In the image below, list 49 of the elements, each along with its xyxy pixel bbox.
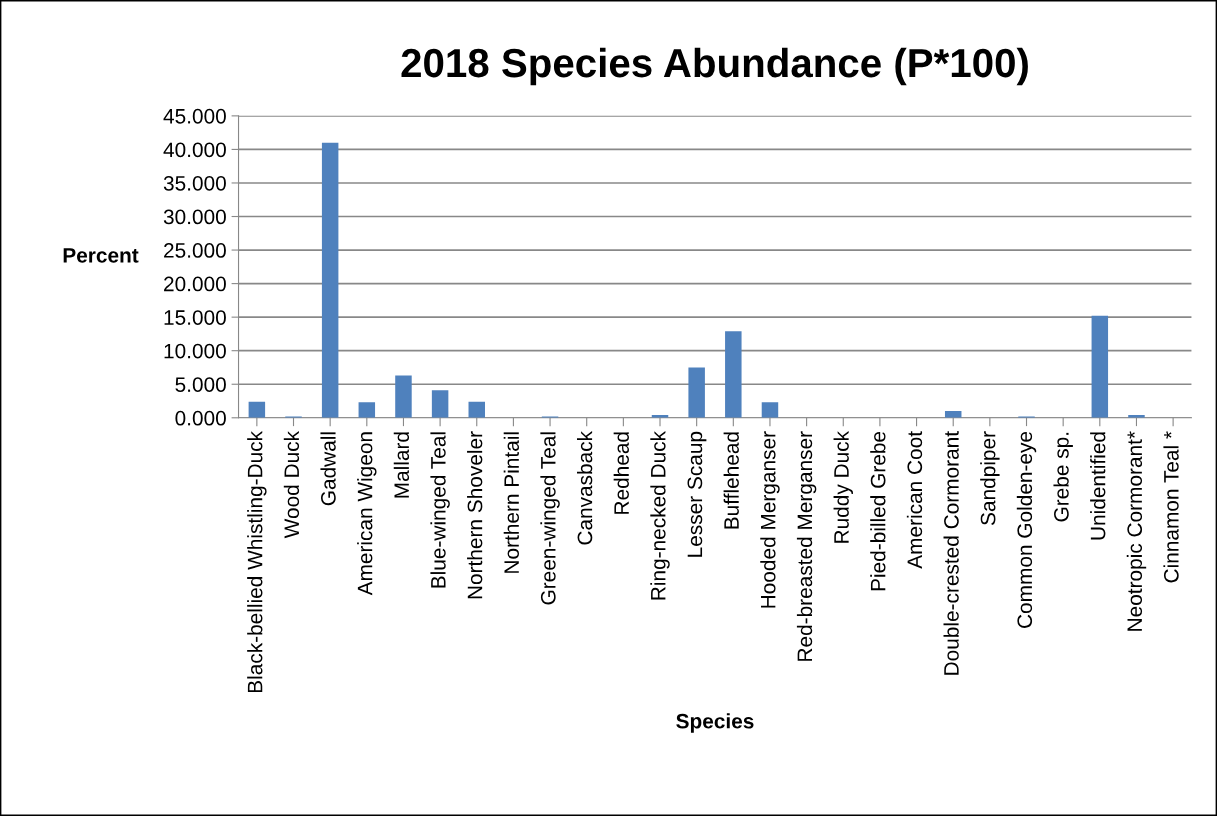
x-tick-label: American Coot bbox=[906, 431, 923, 569]
x-tick-label: Green-winged Teal bbox=[540, 432, 560, 605]
y-tick-label: 40.000 bbox=[163, 142, 226, 158]
y-tick-label: 35.000 bbox=[163, 175, 226, 191]
x-tick-label: Sandpiper bbox=[980, 431, 1000, 526]
x-tick-label: Gadwall bbox=[320, 432, 336, 506]
bar bbox=[761, 402, 779, 418]
bar bbox=[321, 142, 339, 418]
x-tick-label: Ring-necked Duck bbox=[650, 430, 670, 600]
y-tick-label: 10.000 bbox=[164, 343, 226, 359]
x-tick-label: Hooded Merganser bbox=[760, 431, 780, 608]
bar bbox=[395, 375, 412, 418]
y-tick-label: 15.000 bbox=[164, 310, 226, 325]
x-tick-label: Mallard bbox=[393, 432, 410, 498]
bar bbox=[725, 331, 742, 418]
x-tick-label: Red-breasted Merganser bbox=[796, 431, 817, 661]
x-axis-title: Species bbox=[676, 713, 754, 733]
y-axis-title: Percent bbox=[63, 248, 139, 263]
y-tick-label: 45.000 bbox=[163, 108, 226, 124]
y-tick-label: 0.000 bbox=[175, 410, 226, 426]
x-tick-label: Grebe sp. bbox=[1053, 432, 1073, 522]
x-tick-label: Unidentified bbox=[1090, 432, 1106, 540]
x-tick-label: Bufflehead bbox=[723, 432, 739, 529]
x-tick-label: Wood Duck bbox=[283, 430, 300, 539]
x-tick-label: Northern Pintail bbox=[503, 432, 519, 573]
x-tick-label: American Wigeon bbox=[357, 432, 377, 596]
x-tick-label: Pied-billed Grebe bbox=[870, 431, 886, 591]
x-tick-label: Double-crested Cormorant bbox=[943, 431, 959, 675]
y-tick-label: 20.000 bbox=[164, 276, 226, 292]
bar bbox=[248, 401, 266, 418]
bar bbox=[468, 401, 486, 418]
y-tick-label: 30.000 bbox=[163, 209, 226, 225]
x-tick-label: Canvasback bbox=[577, 430, 593, 545]
x-tick-label: Neotropic Cormorant* bbox=[1126, 431, 1147, 631]
bar bbox=[688, 367, 705, 418]
x-tick-label: Lesser Scaup bbox=[687, 431, 707, 557]
y-tick-label: 5.000 bbox=[175, 377, 226, 392]
x-tick-label: Ruddy Duck bbox=[833, 430, 853, 543]
bar bbox=[1091, 315, 1109, 418]
x-tick-label: Cinnamon Teal * bbox=[1163, 431, 1179, 583]
x-tick-label: Blue-winged Teal bbox=[430, 432, 450, 588]
bar bbox=[358, 402, 376, 418]
y-tick-label: 25.000 bbox=[164, 243, 226, 258]
x-tick-label: Black-bellied Whistling-Duck bbox=[247, 430, 267, 693]
chart-title: 2018 Species Abundance (P*100) bbox=[401, 47, 1028, 86]
x-tick-label: Common Golden-eye bbox=[1016, 431, 1037, 628]
bar bbox=[431, 390, 449, 418]
x-tick-label: Northern Shoveler bbox=[467, 431, 483, 599]
x-tick-label: Redhead bbox=[613, 432, 629, 514]
